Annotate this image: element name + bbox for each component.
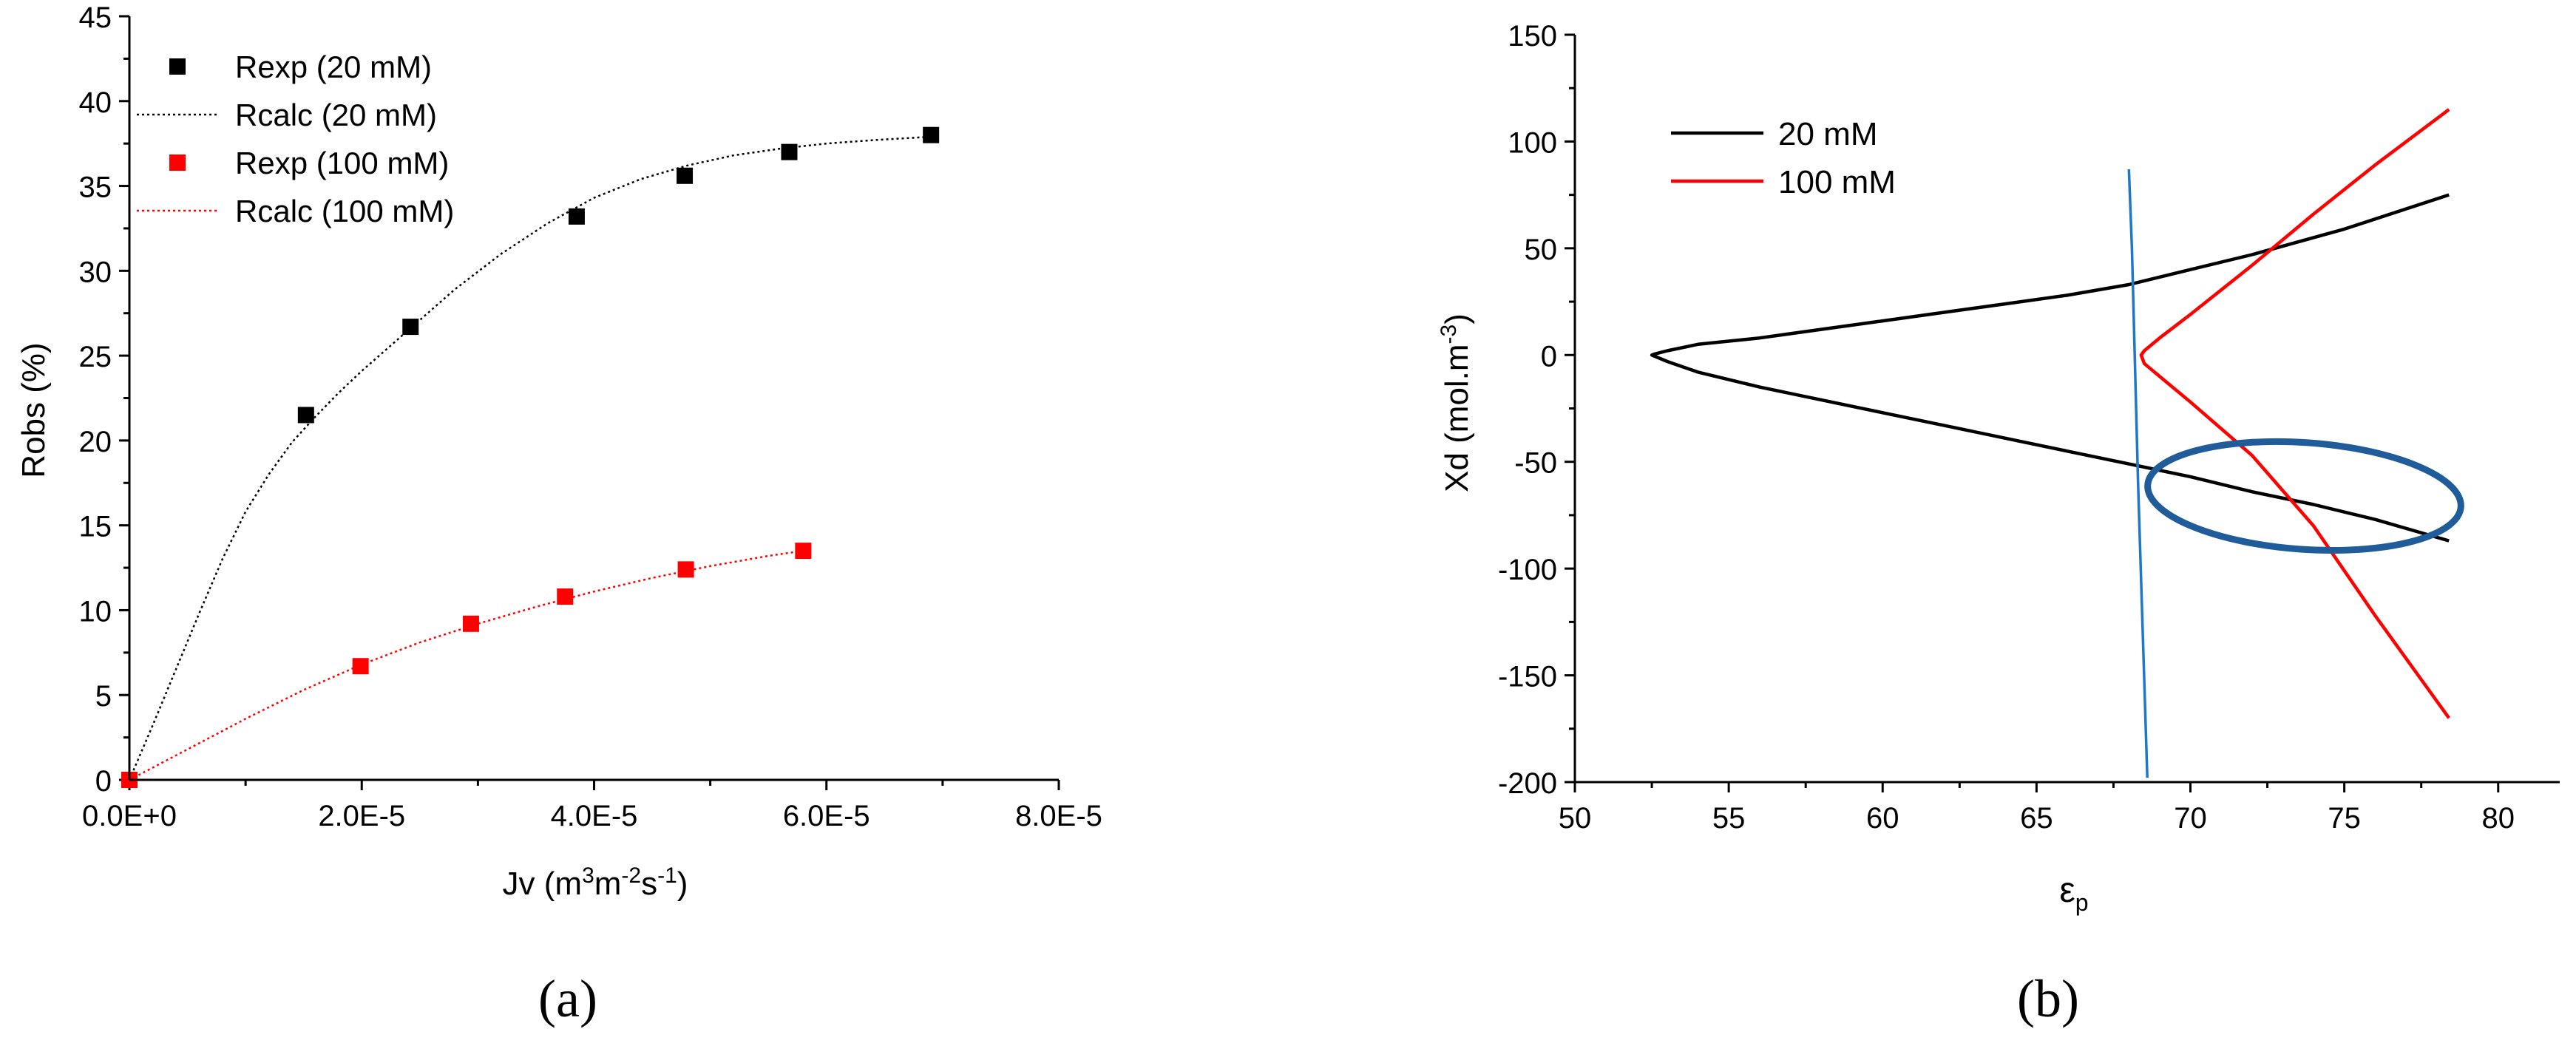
- chart-a-y-tick-label: 5: [95, 680, 112, 713]
- chart-a-markers: [121, 126, 940, 788]
- chart-b-tick-labels: -200 -150 -100 -50 0 50 100 150 50 55 60 65 70 75 80: [1498, 20, 2515, 835]
- chart-b-ylabel-end: ): [1439, 313, 1475, 325]
- chart-a-xlabel-main: Jv (m: [503, 866, 583, 902]
- chart-a-legend-swatch: [169, 58, 186, 75]
- chart-a-y-tick-label: 10: [79, 595, 112, 628]
- panel-label-b: (b): [2017, 969, 2079, 1028]
- chart-b-ticks: [1565, 33, 2500, 792]
- chart-a-xlabel-mid2: s: [641, 866, 657, 902]
- chart-a-x-tick-label: 0.0E+0: [82, 800, 177, 832]
- chart-panel-a: 0 5 10 15 20 25 30 35 40 45 0.0E+0 2.0E-5 4.0E-5 6.0E…: [16, 1, 1102, 1028]
- chart-a-x-tick-label: 4.0E-5: [551, 800, 638, 832]
- chart-b-xlabel-sub: p: [2075, 889, 2089, 916]
- chart-a-lines: [128, 135, 932, 781]
- chart-b-y-tick-label: -100: [1498, 554, 1557, 586]
- chart-a-y-axis-label: Robs (%): [16, 342, 52, 478]
- chart-b-y-axis-label: Xd (mol.m-3): [1437, 313, 1475, 492]
- chart-a-data-point: [297, 407, 314, 424]
- chart-a-data-point: [462, 615, 479, 632]
- chart-a-data-point: [795, 543, 812, 560]
- chart-a-y-tick-label: 20: [79, 426, 112, 458]
- chart-b-axes: [1573, 35, 2560, 784]
- chart-a-x-axis-label: Jv (m3m-2s-1): [503, 863, 688, 902]
- chart-a-y-tick-label: 40: [79, 86, 112, 119]
- chart-b-x-tick-label: 50: [1559, 802, 1592, 835]
- chart-a-x-tick-label: 2.0E-5: [318, 800, 405, 832]
- panel-label-a: (a): [538, 969, 597, 1028]
- chart-b-x-tick-label: 55: [1712, 802, 1746, 835]
- chart-a-xlabel-sup1: 3: [582, 863, 594, 888]
- chart-a-legend-label: Rcalc (100 mM): [235, 194, 454, 228]
- chart-a-y-tick-label: 25: [79, 341, 112, 373]
- chart-a-tick-labels: 0 5 10 15 20 25 30 35 40 45 0.0E+0 2.0E-5 4.0E-5 6.0E…: [79, 1, 1102, 832]
- chart-a-legend-label: Rexp (20 mM): [235, 50, 432, 84]
- chart-a-x-tick-label: 8.0E-5: [1015, 800, 1102, 832]
- chart-a-legend-label: Rcalc (20 mM): [235, 98, 437, 132]
- chart-a-series-line: [129, 549, 804, 781]
- chart-b-y-tick-label: -50: [1514, 447, 1557, 480]
- chart-a-y-tick-label: 45: [79, 1, 112, 34]
- chart-b-ylabel-main: Xd (mol.m: [1439, 344, 1475, 492]
- chart-a-data-point: [568, 208, 585, 225]
- chart-b-y-tick-label: 100: [1508, 126, 1557, 159]
- chart-a-x-tick-label: 6.0E-5: [783, 800, 870, 832]
- chart-a-legend-swatch: [169, 154, 186, 171]
- chart-b-xlabel-main: ε: [2059, 871, 2075, 910]
- chart-b-y-tick-label: -150: [1498, 661, 1557, 693]
- chart-b-legend-label: 100 mM: [1778, 164, 1896, 200]
- chart-a-xlabel-mid1: m: [594, 866, 622, 902]
- chart-b-lines: [1650, 108, 2464, 778]
- chart-b-x-tick-label: 80: [2482, 802, 2515, 835]
- chart-b-x-axis-label: εp: [2059, 871, 2088, 916]
- chart-b-x-tick-label: 70: [2174, 802, 2207, 835]
- chart-a-y-tick-label: 30: [79, 256, 112, 288]
- chart-a-y-tick-label: 15: [79, 511, 112, 543]
- chart-a-ticks: [119, 15, 1060, 790]
- chart-a-data-point: [923, 126, 940, 143]
- chart-a-legend: Rexp (20 mM) Rcalc (20 mM) Rexp (100 mM) Rc…: [137, 50, 454, 228]
- chart-a-xlabel-sup3: -1: [657, 863, 677, 888]
- chart-a-data-point: [352, 658, 369, 675]
- chart-a-data-point: [402, 319, 419, 336]
- chart-b-y-tick-label: 50: [1525, 234, 1558, 266]
- chart-a-legend-label: Rexp (100 mM): [235, 146, 449, 180]
- chart-b-y-tick-label: 150: [1508, 20, 1557, 52]
- chart-a-y-tick-label: 35: [79, 171, 112, 204]
- chart-b-legend: 20 mM 100 mM: [1671, 116, 1896, 200]
- chart-b-y-tick-label: -200: [1498, 767, 1557, 800]
- chart-b-series-line: [2127, 169, 2149, 778]
- chart-a-data-point: [677, 167, 694, 184]
- chart-a-data-point: [557, 588, 574, 605]
- chart-a-xlabel-sup2: -2: [621, 863, 641, 888]
- chart-b-series-line: [1650, 193, 2450, 543]
- chart-panel-b: -200 -150 -100 -50 0 50 100 150 50 55 60 65 70 75 80 X…: [1437, 20, 2560, 1028]
- chart-a-data-point: [781, 143, 798, 160]
- chart-b-x-tick-label: 75: [2328, 802, 2361, 835]
- chart-a-series-line: [128, 135, 932, 781]
- chart-b-y-tick-label: 0: [1541, 340, 1557, 373]
- chart-b-x-tick-label: 65: [2020, 802, 2053, 835]
- chart-b-legend-label: 20 mM: [1778, 116, 1877, 152]
- chart-a-y-tick-label: 0: [95, 765, 112, 798]
- chart-a-axes: [128, 16, 1059, 781]
- chart-b-x-tick-label: 60: [1866, 802, 1899, 835]
- chart-b-series-line: [2139, 108, 2451, 719]
- chart-a-data-point: [677, 561, 694, 578]
- chart-b-highlight-ellipse: [2144, 438, 2464, 554]
- chart-a-xlabel-end: ): [677, 866, 688, 902]
- chart-b-ylabel-sup: -3: [1437, 325, 1461, 344]
